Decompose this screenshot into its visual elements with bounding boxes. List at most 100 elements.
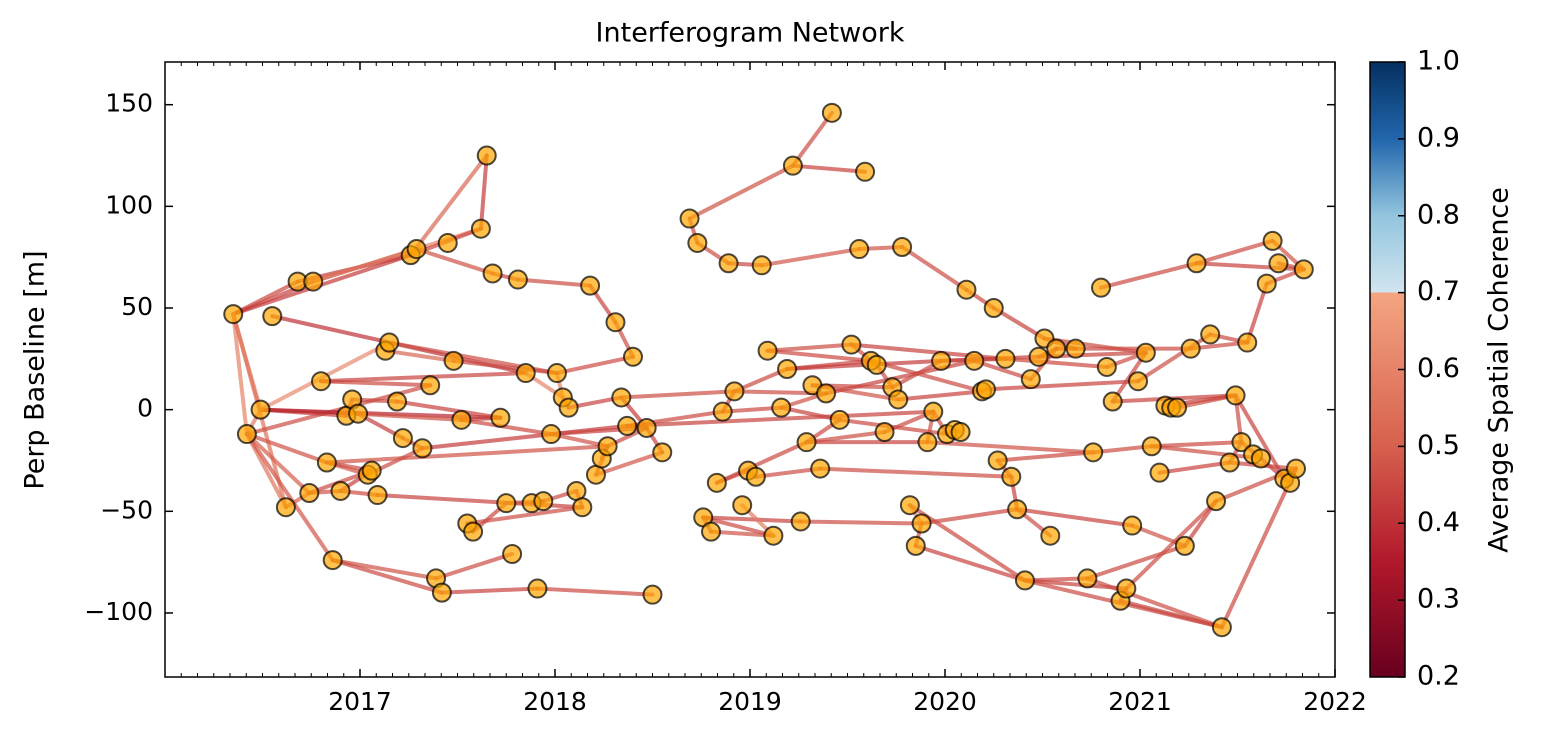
edge [1099,261,1199,290]
node [1128,371,1149,392]
node [1219,452,1240,473]
node [745,466,766,487]
edge [625,409,936,428]
edge [554,354,635,376]
node [849,239,870,260]
edge [804,430,887,445]
node [956,279,977,300]
node [995,348,1016,369]
edge [330,558,444,595]
node [1250,448,1271,469]
edge [535,586,655,597]
y-tick-label: 150 [105,89,153,118]
edge [868,358,985,394]
edge [995,450,1096,463]
node [732,495,753,516]
edge [383,348,456,363]
node [866,354,887,375]
node [1028,346,1049,367]
node [463,521,484,542]
node [790,511,811,532]
edge [818,466,1014,479]
edge [1124,499,1219,591]
edge [714,440,809,485]
node [580,275,601,296]
node [757,340,778,361]
edge [1085,576,1224,630]
node [1116,578,1137,599]
node [1286,458,1306,479]
node [322,550,343,571]
node [367,485,388,506]
edge [1233,393,1287,481]
node [917,432,938,453]
edge [925,440,1096,455]
node [1256,273,1277,294]
node [617,415,638,436]
node [950,422,971,443]
node [642,584,663,605]
colorbar-tick-label: 0.9 [1417,122,1460,153]
node [1141,436,1162,457]
node [687,232,708,253]
edge [1245,281,1269,345]
node [1186,253,1207,274]
edge [395,399,503,420]
node [964,350,985,371]
x-tick-label: 2021 [1108,687,1172,716]
node [311,371,331,392]
node [888,389,909,410]
node [476,145,497,166]
node [636,417,657,438]
colorbar-label: Average Spatial Coherence [1484,187,1515,553]
edge [1149,444,1263,461]
node [1096,356,1117,377]
node [1046,338,1067,359]
node [412,438,433,459]
node [443,350,464,371]
node [1231,432,1252,453]
edge [414,247,495,276]
node [250,399,271,420]
y-axis-label: Perp Baseline [m] [20,250,51,489]
node [490,407,511,428]
node [605,312,626,333]
node [796,432,817,453]
node [777,358,798,379]
node [275,497,296,518]
x-tick-label: 2020 [913,687,977,716]
edge [900,245,969,292]
node [496,493,517,514]
node [905,535,926,556]
node [223,304,244,325]
node [771,397,792,418]
colorbar-tick-label: 1.0 [1417,46,1460,77]
node [987,450,1008,471]
colorbar-tick-label: 0.4 [1417,507,1460,538]
node [527,578,548,599]
node [1211,617,1232,638]
node [1225,385,1246,406]
edge [701,515,803,524]
node [348,403,369,424]
chart-title: Interferogram Network [596,18,905,49]
node [821,102,842,123]
edge [231,312,249,437]
nodes [223,102,1314,638]
edge [1194,238,1275,266]
node [1180,338,1201,359]
node [931,350,952,371]
node [1020,369,1041,390]
edge [439,586,540,595]
node [911,513,932,534]
edge [324,444,610,465]
edge [790,110,834,168]
node [1293,259,1314,280]
node [299,483,320,504]
node [262,306,283,327]
y-tick-label: −50 [100,495,153,524]
y-tick-label: 0 [137,394,153,423]
node [1149,462,1170,483]
node [437,232,458,253]
